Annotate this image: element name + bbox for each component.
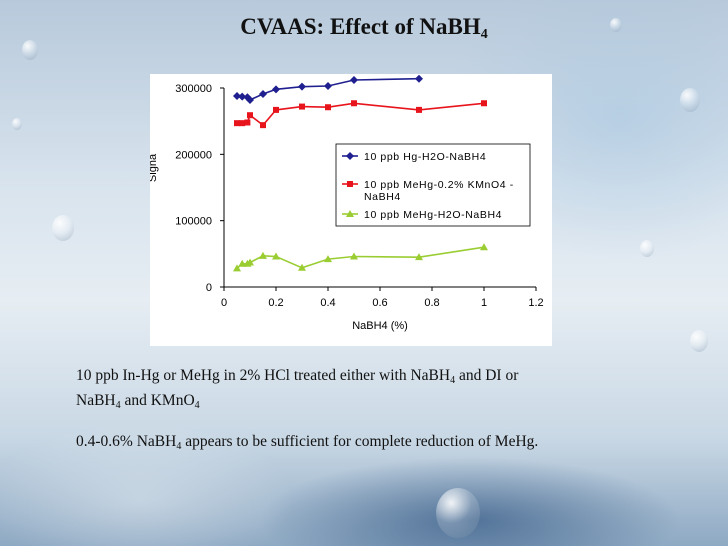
legend-marker-2 xyxy=(347,181,353,187)
data-point-series-2 xyxy=(299,103,305,110)
data-point-series-1 xyxy=(298,82,306,91)
data-point-series-1 xyxy=(324,82,332,91)
chart-area: 0 100000 200000 300000 0 0.2 0.4 0.6 0.8 1 1.2 NaBH… xyxy=(147,74,552,346)
x-tick-label: 0 xyxy=(221,297,227,309)
legend-marker-1 xyxy=(346,152,354,160)
water-drop-decoration xyxy=(12,118,22,130)
x-tick-label: 0.8 xyxy=(424,297,439,309)
water-drop-decoration xyxy=(640,240,654,257)
water-drop-decoration xyxy=(680,88,700,112)
data-point-series-3 xyxy=(480,243,488,251)
data-point-series-3 xyxy=(415,253,423,261)
data-point-series-3 xyxy=(272,252,280,260)
legend-label-1: 10 ppb Hg-H2O-NaBH4 xyxy=(364,151,486,163)
x-tick-label: 1.2 xyxy=(528,297,543,309)
slide-title: CVAAS: Effect of NaBH4 xyxy=(240,14,488,42)
y-tick-label: 300000 xyxy=(175,83,212,95)
data-point-series-1 xyxy=(272,85,280,94)
water-drop-decoration xyxy=(22,40,38,60)
data-point-series-3 xyxy=(350,252,358,260)
description-paragraph: 10 ppb In-Hg or MeHg in 2% HCl treated e… xyxy=(76,367,519,411)
x-axis-label: NaBH4 (%) xyxy=(352,320,408,332)
legend-marker-3 xyxy=(346,210,354,217)
data-point-series-3 xyxy=(324,255,332,263)
data-point-series-3 xyxy=(259,251,267,259)
data-point-series-3 xyxy=(246,258,254,266)
data-point-series-2 xyxy=(351,100,357,107)
conclusion-paragraph: 0.4-0.6% NaBH4 appears to be sufficient … xyxy=(76,433,539,452)
y-tick-label: 0 xyxy=(206,282,212,294)
y-tick-label: 200000 xyxy=(175,149,212,161)
legend-box xyxy=(335,143,531,227)
data-point-series-1 xyxy=(415,74,423,83)
x-tick-label: 0.6 xyxy=(372,297,387,309)
data-point-series-3 xyxy=(298,263,306,271)
x-tick-label: 0.2 xyxy=(268,297,283,309)
data-point-series-3 xyxy=(233,264,241,272)
legend-label-3: 10 ppb MeHg-H2O-NaBH4 xyxy=(364,209,502,221)
x-tick-label: 0.4 xyxy=(320,297,335,309)
data-point-series-2 xyxy=(247,112,253,119)
data-point-series-2 xyxy=(239,120,246,127)
y-tick-label: 100000 xyxy=(175,216,212,228)
y-axis-label: Signa xyxy=(150,153,159,182)
legend-label-2: NaBH4 xyxy=(364,191,401,203)
x-tick-label: 1 xyxy=(481,297,487,309)
water-drop-decoration xyxy=(436,488,480,538)
data-point-series-1 xyxy=(238,92,247,101)
water-drop-decoration xyxy=(52,215,74,241)
data-point-series-1 xyxy=(350,76,358,85)
data-point-series-2 xyxy=(234,120,240,127)
series-line-2 xyxy=(237,102,485,127)
data-point-series-2 xyxy=(273,106,279,113)
legend-label-2: 10 ppb MeHg-0.2% KMnO4 - xyxy=(364,179,514,191)
data-point-series-1 xyxy=(259,89,267,98)
water-drop-decoration xyxy=(610,18,622,32)
data-point-series-3 xyxy=(238,259,247,267)
data-point-series-2 xyxy=(260,122,266,129)
data-point-series-1 xyxy=(233,91,241,100)
data-point-series-2 xyxy=(244,119,251,126)
water-drop-decoration xyxy=(690,330,708,352)
data-point-series-2 xyxy=(325,104,331,111)
line-chart: 0 100000 200000 300000 0 0.2 0.4 0.6 0.8 1 1.2 NaBH… xyxy=(147,74,544,332)
data-point-series-2 xyxy=(481,100,487,107)
data-point-series-2 xyxy=(416,106,422,113)
data-point-series-1 xyxy=(246,95,254,104)
